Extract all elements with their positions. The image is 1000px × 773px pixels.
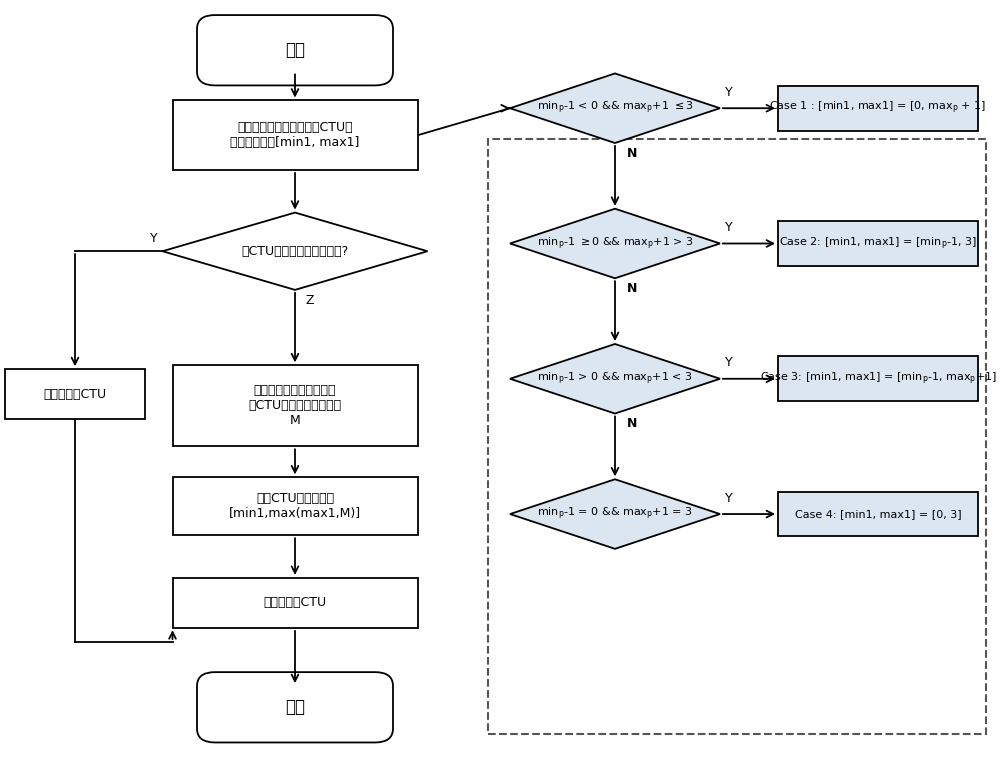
Bar bbox=[173, 477, 418, 535]
Polygon shape bbox=[162, 213, 428, 290]
Text: 开始: 开始 bbox=[285, 41, 305, 60]
Text: N: N bbox=[627, 282, 637, 295]
Bar bbox=[488, 139, 986, 734]
Text: $\mathrm{min_p}$-1 < 0 && $\mathrm{max_p}$+1 $\leq$3: $\mathrm{min_p}$-1 < 0 && $\mathrm{max_p… bbox=[537, 100, 693, 117]
Text: Y: Y bbox=[725, 356, 733, 369]
Bar bbox=[778, 492, 978, 536]
Text: 记同一视点同一时刻纹理
图CTU最大划分深度记为
M: 记同一视点同一时刻纹理 图CTU最大划分深度记为 M bbox=[248, 384, 342, 427]
Bar bbox=[778, 86, 978, 131]
Text: $\mathrm{min_p}$-1 = 0 && $\mathrm{max_p}$+1 = 3: $\mathrm{min_p}$-1 = 0 && $\mathrm{max_p… bbox=[537, 506, 693, 523]
Text: Case 1 : [min1, max1] = [0, $\mathrm{max_p}$ + 1]: Case 1 : [min1, max1] = [0, $\mathrm{max… bbox=[769, 100, 987, 117]
Polygon shape bbox=[510, 479, 720, 549]
Text: Y: Y bbox=[150, 232, 157, 245]
FancyBboxPatch shape bbox=[197, 672, 393, 742]
Bar bbox=[173, 578, 418, 628]
Text: Case 2: [min1, max1] = [$\mathrm{min_p}$-1, 3]: Case 2: [min1, max1] = [$\mathrm{min_p}$… bbox=[779, 235, 977, 252]
Polygon shape bbox=[510, 209, 720, 278]
Text: 编码纹理图CTU: 编码纹理图CTU bbox=[43, 388, 107, 400]
Text: 从已编码码流中初步确定CTU划
分深度范围为[min1, max1]: 从已编码码流中初步确定CTU划 分深度范围为[min1, max1] bbox=[230, 121, 360, 149]
Text: Y: Y bbox=[725, 492, 733, 505]
Bar bbox=[778, 221, 978, 266]
Text: Y: Y bbox=[725, 221, 733, 234]
Text: Case 3: [min1, max1] = [$\mathrm{min_p}$-1, $\mathrm{max_p}$+1]: Case 3: [min1, max1] = [$\mathrm{min_p}$… bbox=[760, 370, 996, 387]
Bar bbox=[778, 356, 978, 401]
Text: Z: Z bbox=[305, 294, 314, 307]
Text: 结束: 结束 bbox=[285, 698, 305, 717]
Text: 该CTU为所在图片为纹理图?: 该CTU为所在图片为纹理图? bbox=[241, 245, 349, 257]
Text: $\mathrm{min_p}$-1 > 0 && $\mathrm{max_p}$+1 < 3: $\mathrm{min_p}$-1 > 0 && $\mathrm{max_p… bbox=[537, 370, 693, 387]
Bar bbox=[5, 369, 145, 419]
Text: N: N bbox=[627, 147, 637, 160]
Text: 确定CTU划分深度为
[min1,max(max1,M)]: 确定CTU划分深度为 [min1,max(max1,M)] bbox=[229, 492, 361, 520]
Bar bbox=[173, 366, 418, 447]
FancyBboxPatch shape bbox=[197, 15, 393, 85]
Text: Case 4: [min1, max1] = [0, 3]: Case 4: [min1, max1] = [0, 3] bbox=[795, 509, 961, 519]
Bar bbox=[173, 100, 418, 170]
Text: 编码深度图CTU: 编码深度图CTU bbox=[263, 597, 327, 609]
Polygon shape bbox=[510, 73, 720, 143]
Polygon shape bbox=[510, 344, 720, 414]
Text: $\mathrm{min_p}$-1 $\geq$0 && $\mathrm{max_p}$+1 > 3: $\mathrm{min_p}$-1 $\geq$0 && $\mathrm{m… bbox=[537, 235, 693, 252]
Text: N: N bbox=[627, 417, 637, 431]
Text: Y: Y bbox=[725, 86, 733, 99]
